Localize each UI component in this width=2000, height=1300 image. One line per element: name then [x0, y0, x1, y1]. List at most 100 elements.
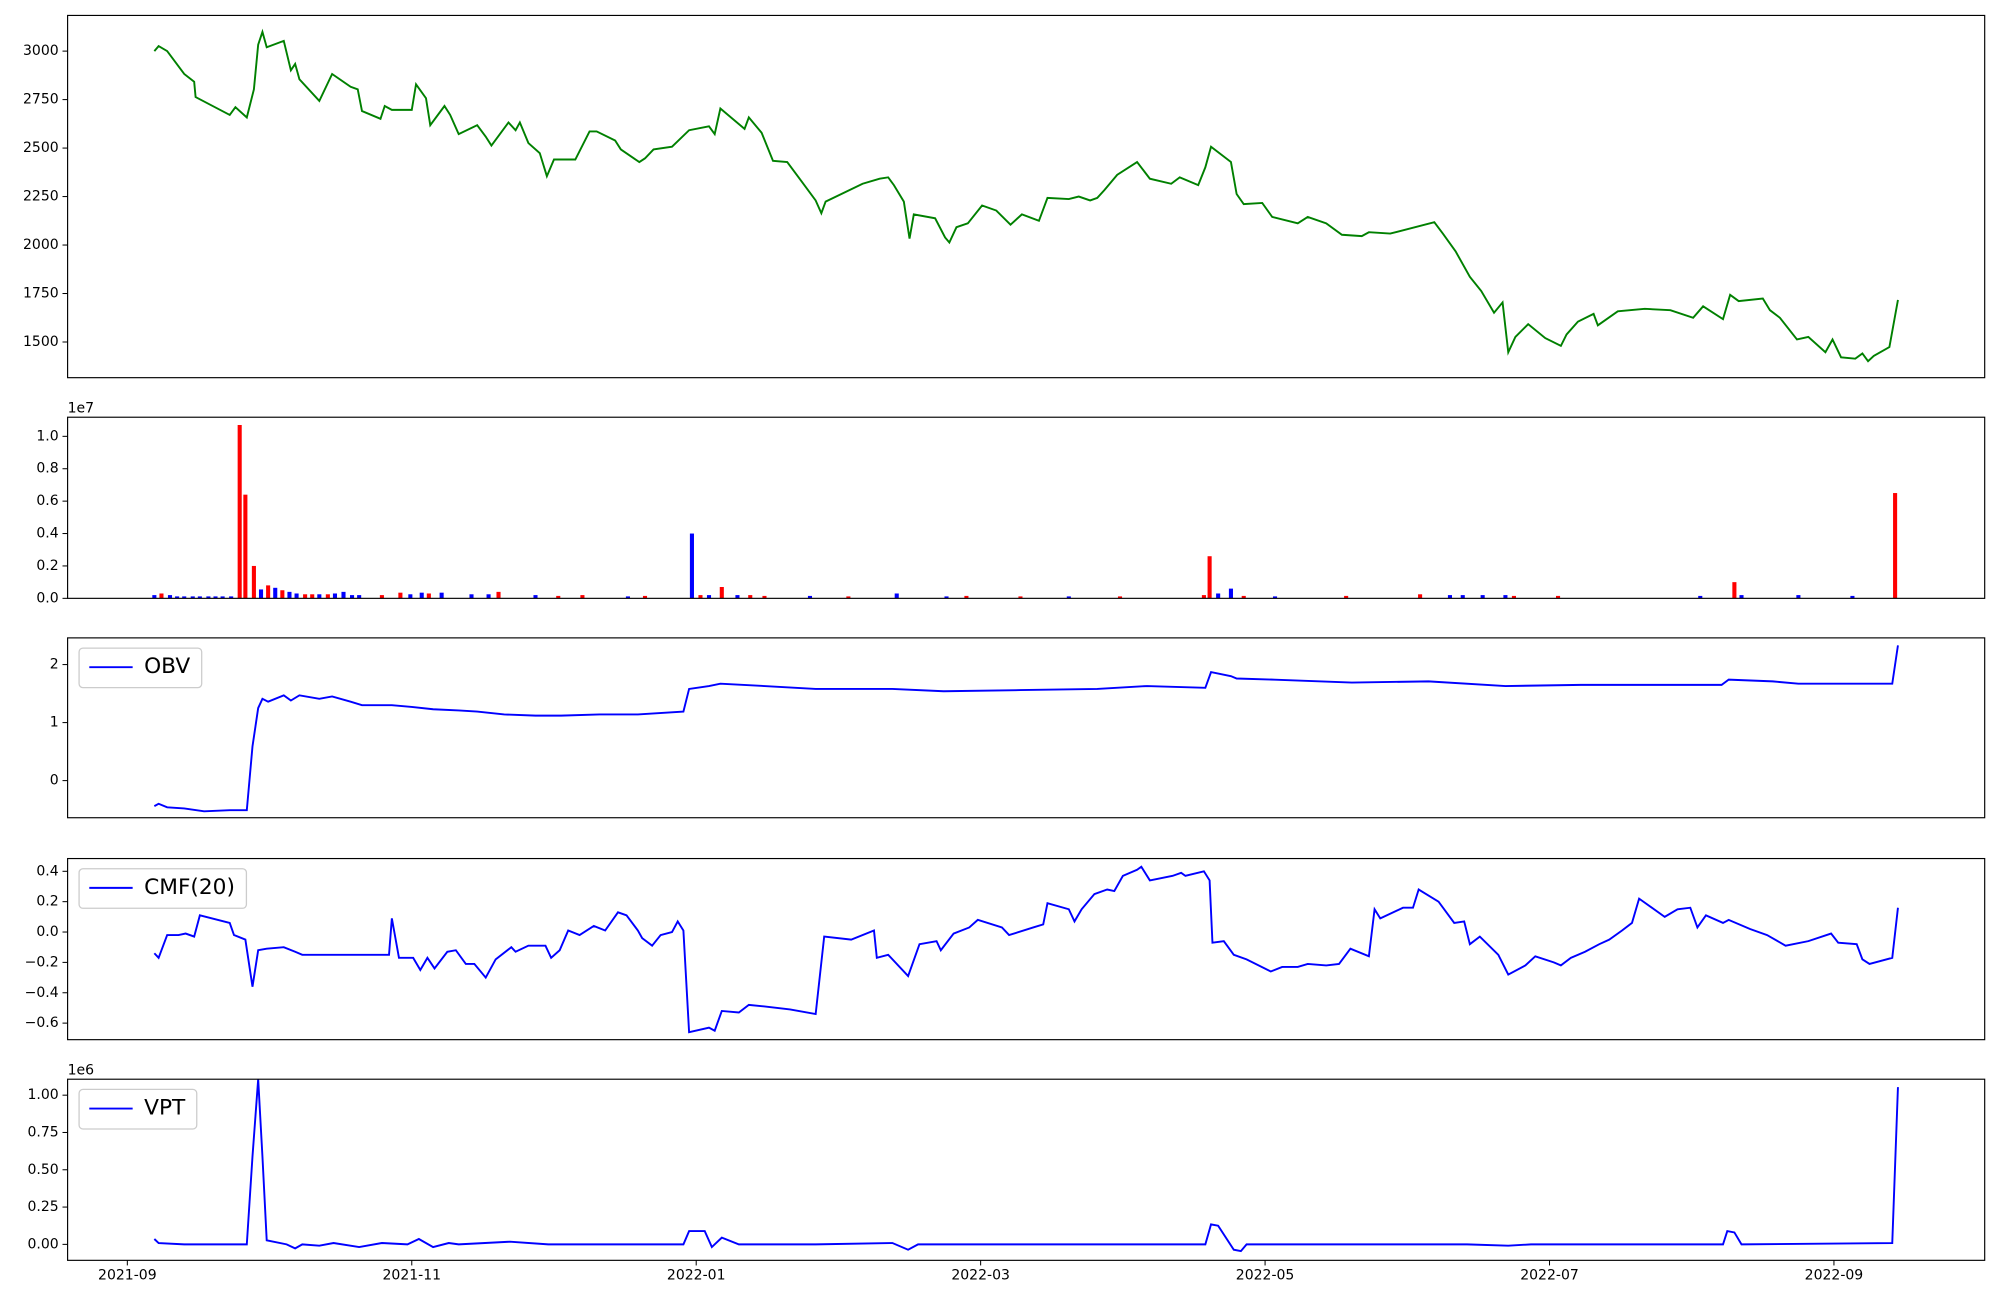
y-tick-label: 0.50	[27, 1162, 58, 1178]
bar	[341, 591, 346, 599]
legend-label: OBV	[144, 654, 190, 679]
bar	[894, 593, 899, 599]
plot-frame	[67, 1078, 1986, 1261]
y-tick-label: 2	[50, 657, 59, 673]
bar	[408, 594, 413, 599]
bar	[273, 587, 278, 599]
bar	[698, 595, 703, 599]
y-tick-label: 0.4	[36, 526, 58, 542]
bar	[439, 592, 444, 599]
data-line	[153, 1079, 1899, 1253]
y-tick-label: 0.75	[27, 1124, 58, 1140]
bar	[486, 594, 491, 599]
y-tick-label: 0.00	[27, 1236, 58, 1252]
y-tick-label: 0.25	[27, 1199, 58, 1215]
bar	[580, 595, 585, 599]
bar	[229, 596, 234, 599]
bar	[152, 595, 157, 599]
x-tick-label: 2022-01	[667, 1268, 726, 1284]
bar	[964, 595, 969, 599]
bar	[533, 595, 538, 599]
x-tick-label: 2022-05	[1236, 1268, 1295, 1284]
x-tick-label: 2022-07	[1520, 1268, 1579, 1284]
y-tick-label: 0.6	[36, 493, 58, 509]
y-tick-label: 0.0	[36, 590, 58, 606]
y-tick-label: 3000	[23, 43, 59, 59]
y-tick-label: 1750	[23, 286, 59, 302]
bar	[357, 595, 362, 599]
y-tick-label: 2000	[23, 237, 59, 253]
bar	[206, 596, 211, 599]
x-tick-label: 2021-11	[382, 1268, 441, 1284]
data-line	[153, 645, 1899, 813]
bar	[1344, 595, 1349, 599]
legend-label: CMF(20)	[144, 875, 235, 900]
bar	[294, 593, 299, 599]
plot-frame	[67, 857, 1986, 1041]
bar	[1447, 595, 1452, 599]
bar	[303, 594, 308, 599]
panel: 1500 1750 2000 2250 2500 2750 3000	[23, 14, 1986, 379]
bar	[556, 595, 561, 599]
bar	[1850, 595, 1855, 599]
y-tick-label: 0.0	[36, 924, 58, 940]
bar	[1216, 593, 1221, 599]
y-tick-label: −0.4	[25, 985, 59, 1001]
legend-box	[78, 1088, 198, 1130]
panel: 0.00 0.25 0.50 0.75 1.00 1e6 2021-09 2021-11 202…	[27, 1062, 1986, 1284]
bar	[1418, 594, 1423, 599]
plot-frame	[67, 637, 1986, 819]
bar	[1556, 595, 1561, 599]
bar	[287, 591, 292, 599]
bar	[175, 596, 180, 599]
bar	[1732, 582, 1737, 599]
bar	[944, 596, 949, 599]
bar	[317, 594, 322, 599]
y-tick-label: 1	[50, 715, 59, 731]
bar	[1796, 595, 1801, 599]
bar	[1241, 595, 1246, 599]
bar	[496, 591, 501, 599]
data-line	[153, 865, 1899, 1034]
bar	[625, 596, 630, 599]
bar	[426, 593, 431, 599]
y-offset-label: 1e6	[68, 1062, 95, 1078]
panel: 0 1 2 OBV	[50, 637, 1986, 819]
legend-box	[78, 647, 203, 689]
bar	[243, 494, 248, 599]
bar	[1739, 595, 1744, 599]
plot-frame	[67, 416, 1986, 599]
bar	[349, 595, 355, 599]
bar	[190, 596, 195, 599]
bar	[1480, 595, 1485, 599]
bar	[1066, 596, 1071, 599]
bar	[167, 595, 173, 599]
bar	[237, 424, 242, 599]
bar	[220, 596, 225, 599]
y-tick-label: 2250	[23, 189, 59, 205]
bar	[1228, 588, 1233, 599]
bar	[1893, 493, 1898, 599]
y-tick-label: 1500	[23, 334, 59, 350]
bar	[1503, 595, 1508, 599]
bar	[689, 533, 694, 599]
bar	[159, 593, 164, 599]
y-offset-label: 1e7	[68, 400, 94, 416]
x-tick-label: 2021-09	[98, 1268, 157, 1284]
bar	[706, 595, 712, 599]
y-tick-label: 0.2	[36, 558, 58, 574]
y-tick-label: 0	[50, 773, 59, 789]
bar	[325, 594, 330, 599]
legend-label: VPT	[144, 1096, 186, 1121]
y-tick-label: −0.6	[25, 1015, 59, 1031]
x-tick-label: 2022-03	[951, 1268, 1010, 1284]
bar	[846, 596, 851, 599]
bar	[762, 595, 767, 599]
y-tick-label: 2500	[23, 140, 59, 156]
y-tick-label: 1.00	[27, 1087, 58, 1103]
bar	[182, 596, 187, 599]
bar	[398, 592, 403, 599]
bar	[748, 595, 753, 599]
